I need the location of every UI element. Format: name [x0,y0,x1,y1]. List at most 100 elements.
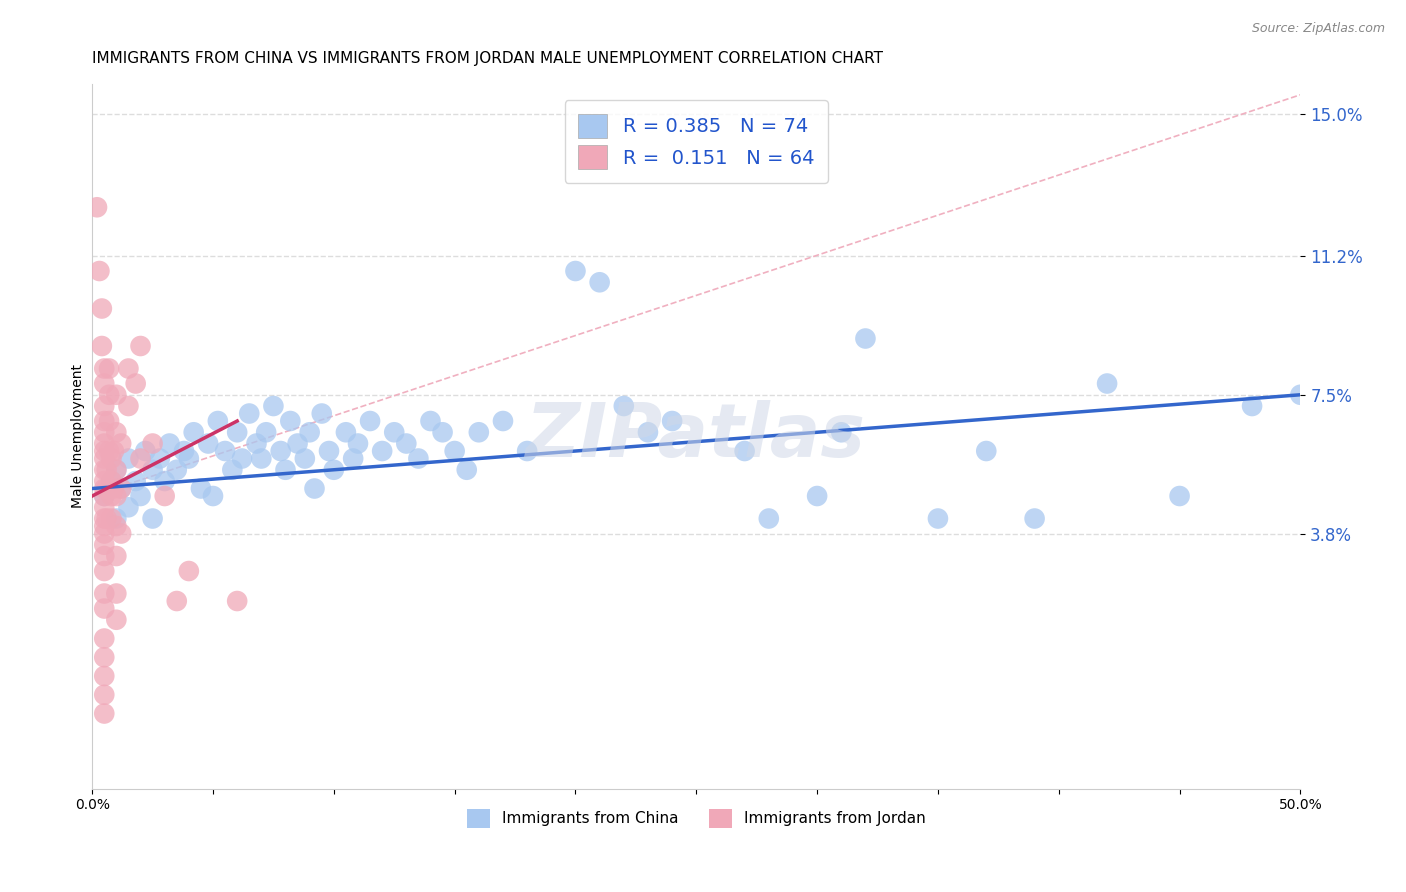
Point [214,444,236,458]
Point [110,526,132,541]
Point [105,519,128,533]
Point [613,399,636,413]
Point [855,332,877,346]
Point [347,436,370,450]
Point [166,463,188,477]
Point [90,301,112,316]
Point [806,489,828,503]
Point [93,688,115,702]
Point [142,436,165,450]
Point [1168,489,1191,503]
Point [322,463,344,477]
Point [142,511,165,525]
Point [96,463,118,477]
Point [93,489,115,503]
Y-axis label: Male Unemployment: Male Unemployment [72,364,86,508]
Point [183,425,205,440]
Point [93,414,115,428]
Point [468,425,491,440]
Point [262,399,284,413]
Point [96,482,118,496]
Point [371,444,394,458]
Point [274,463,297,477]
Point [190,482,212,496]
Point [117,361,139,376]
Point [93,376,115,391]
Text: IMMIGRANTS FROM CHINA VS IMMIGRANTS FROM JORDAN MALE UNEMPLOYMENT CORRELATION CH: IMMIGRANTS FROM CHINA VS IMMIGRANTS FROM… [93,51,883,66]
Point [318,444,340,458]
Point [93,586,115,600]
Point [153,474,176,488]
Point [105,586,128,600]
Point [287,436,309,450]
Point [734,444,756,458]
Point [93,482,115,496]
Point [105,489,128,503]
Point [98,361,121,376]
Point [153,489,176,503]
Point [105,613,128,627]
Point [93,361,115,376]
Point [270,444,292,458]
Point [278,414,301,428]
Point [201,489,224,503]
Point [311,407,333,421]
Point [1289,388,1312,402]
Point [304,482,326,496]
Point [129,489,152,503]
Point [408,451,430,466]
Point [197,436,219,450]
Point [98,414,121,428]
Point [105,463,128,477]
Point [117,451,139,466]
Point [105,425,128,440]
Point [86,200,108,214]
Point [159,436,181,450]
Point [134,444,156,458]
Point [93,526,115,541]
Point [105,463,128,477]
Point [382,425,405,440]
Point [142,463,165,477]
Point [100,474,122,488]
Point [226,594,249,608]
Point [117,399,139,413]
Point [245,436,267,450]
Point [93,601,115,615]
Point [105,511,128,525]
Point [564,264,586,278]
Point [105,388,128,402]
Point [93,444,115,458]
Point [456,463,478,477]
Point [89,264,111,278]
Point [359,414,381,428]
Point [177,451,200,466]
Point [250,451,273,466]
Point [927,511,949,525]
Point [96,511,118,525]
Point [125,474,148,488]
Point [98,388,121,402]
Point [1024,511,1046,525]
Point [207,414,229,428]
Point [129,339,152,353]
Point [226,425,249,440]
Point [100,489,122,503]
Point [93,489,115,503]
Point [974,444,997,458]
Point [516,444,538,458]
Point [1095,376,1118,391]
Legend: Immigrants from China, Immigrants from Jordan: Immigrants from China, Immigrants from J… [461,803,932,834]
Point [492,414,515,428]
Point [103,482,125,496]
Point [129,451,152,466]
Point [93,463,115,477]
Point [443,444,465,458]
Point [110,482,132,496]
Point [100,451,122,466]
Point [661,414,683,428]
Point [221,463,243,477]
Text: ZIPatlas: ZIPatlas [526,400,866,473]
Point [103,444,125,458]
Point [177,564,200,578]
